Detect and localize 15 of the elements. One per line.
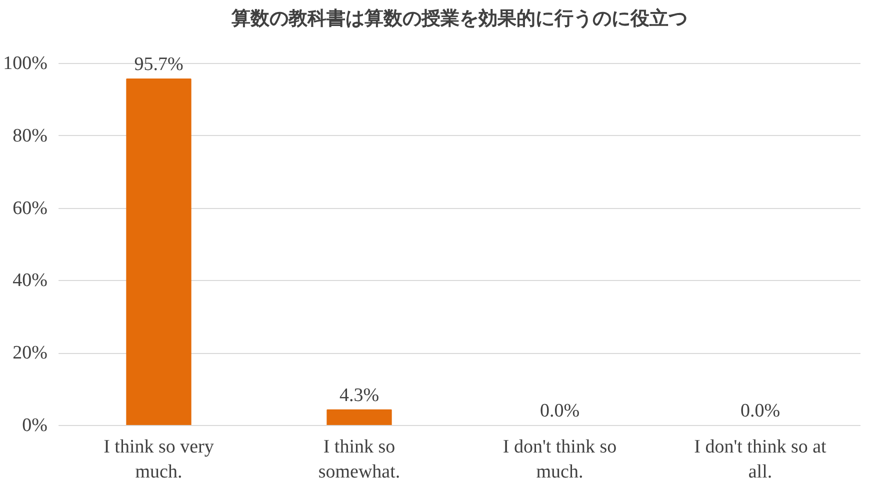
y-tick-label: 0% [22, 415, 48, 436]
y-tick-label: 40% [12, 270, 48, 292]
data-label: 95.7% [134, 54, 184, 76]
x-tick-label: I think so very much. [104, 436, 214, 483]
y-tick-label: 60% [12, 198, 48, 219]
data-label: 0.0% [540, 400, 580, 422]
data-label: 4.3% [339, 384, 380, 406]
y-tick-label: 100% [3, 52, 48, 74]
data-label: 0.0% [740, 400, 780, 422]
y-tick-label: 20% [12, 342, 48, 364]
x-tick-label: I don't think so much. [502, 436, 617, 483]
y-tick-label: 80% [12, 125, 48, 146]
x-tick-label: I think so somewhat. [318, 436, 400, 483]
chart-title: 算数の教科書は算数の授業を効果的に行うのに役立つ [230, 8, 688, 30]
x-tick-label: I don't think so at all. [694, 436, 828, 483]
